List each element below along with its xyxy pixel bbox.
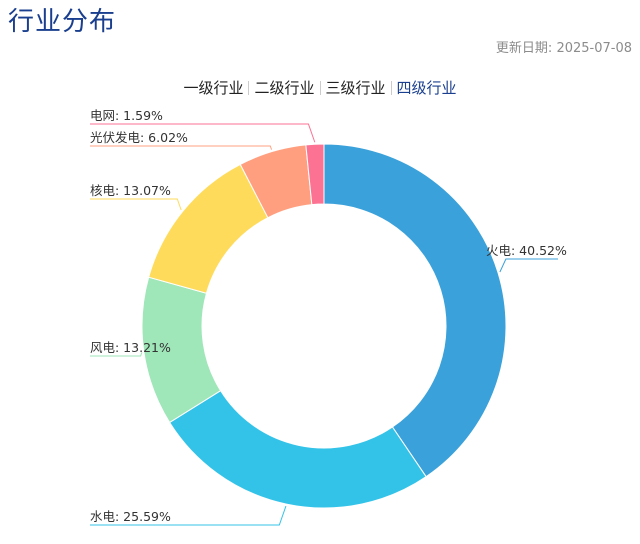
tab-level-4[interactable]: 四级行业 (396, 79, 457, 97)
slice-label-3: 核电: 13.07% (90, 183, 171, 198)
tab-level-2[interactable]: 二级行业 (254, 79, 315, 97)
slice-label-0: 火电: 40.52% (486, 243, 567, 258)
slice-label-5: 电网: 1.59% (90, 108, 163, 123)
tab-divider (319, 81, 321, 95)
leader-line-0 (499, 258, 558, 273)
slice-label-4: 光伏发电: 6.02% (90, 130, 188, 145)
tab-divider (390, 81, 392, 95)
page-title: 行业分布 (8, 7, 117, 37)
slice-label-1: 水电: 25.59% (90, 509, 171, 524)
update-date-label: 更新日期: (495, 41, 553, 56)
donut-slice-1[interactable] (168, 389, 427, 509)
slice-label-2: 风电: 13.21% (90, 340, 171, 355)
leader-line-4 (90, 145, 273, 150)
donut-slice-0[interactable] (323, 143, 507, 478)
update-date-value: 2025-07-08 (556, 41, 632, 56)
industry-level-tabs: 一级行业 二级行业 三级行业 四级行业 (0, 78, 640, 98)
tab-level-1[interactable]: 一级行业 (183, 79, 244, 97)
leader-line-5 (90, 123, 316, 143)
donut-slice-5[interactable] (305, 143, 325, 206)
leader-line-3 (90, 198, 182, 211)
tab-divider (248, 81, 250, 95)
tab-level-3[interactable]: 三级行业 (325, 79, 386, 97)
leader-line-1 (90, 505, 287, 526)
update-date-line: 更新日期: 2025-07-08 (496, 40, 632, 58)
leader-line-2 (90, 352, 143, 357)
